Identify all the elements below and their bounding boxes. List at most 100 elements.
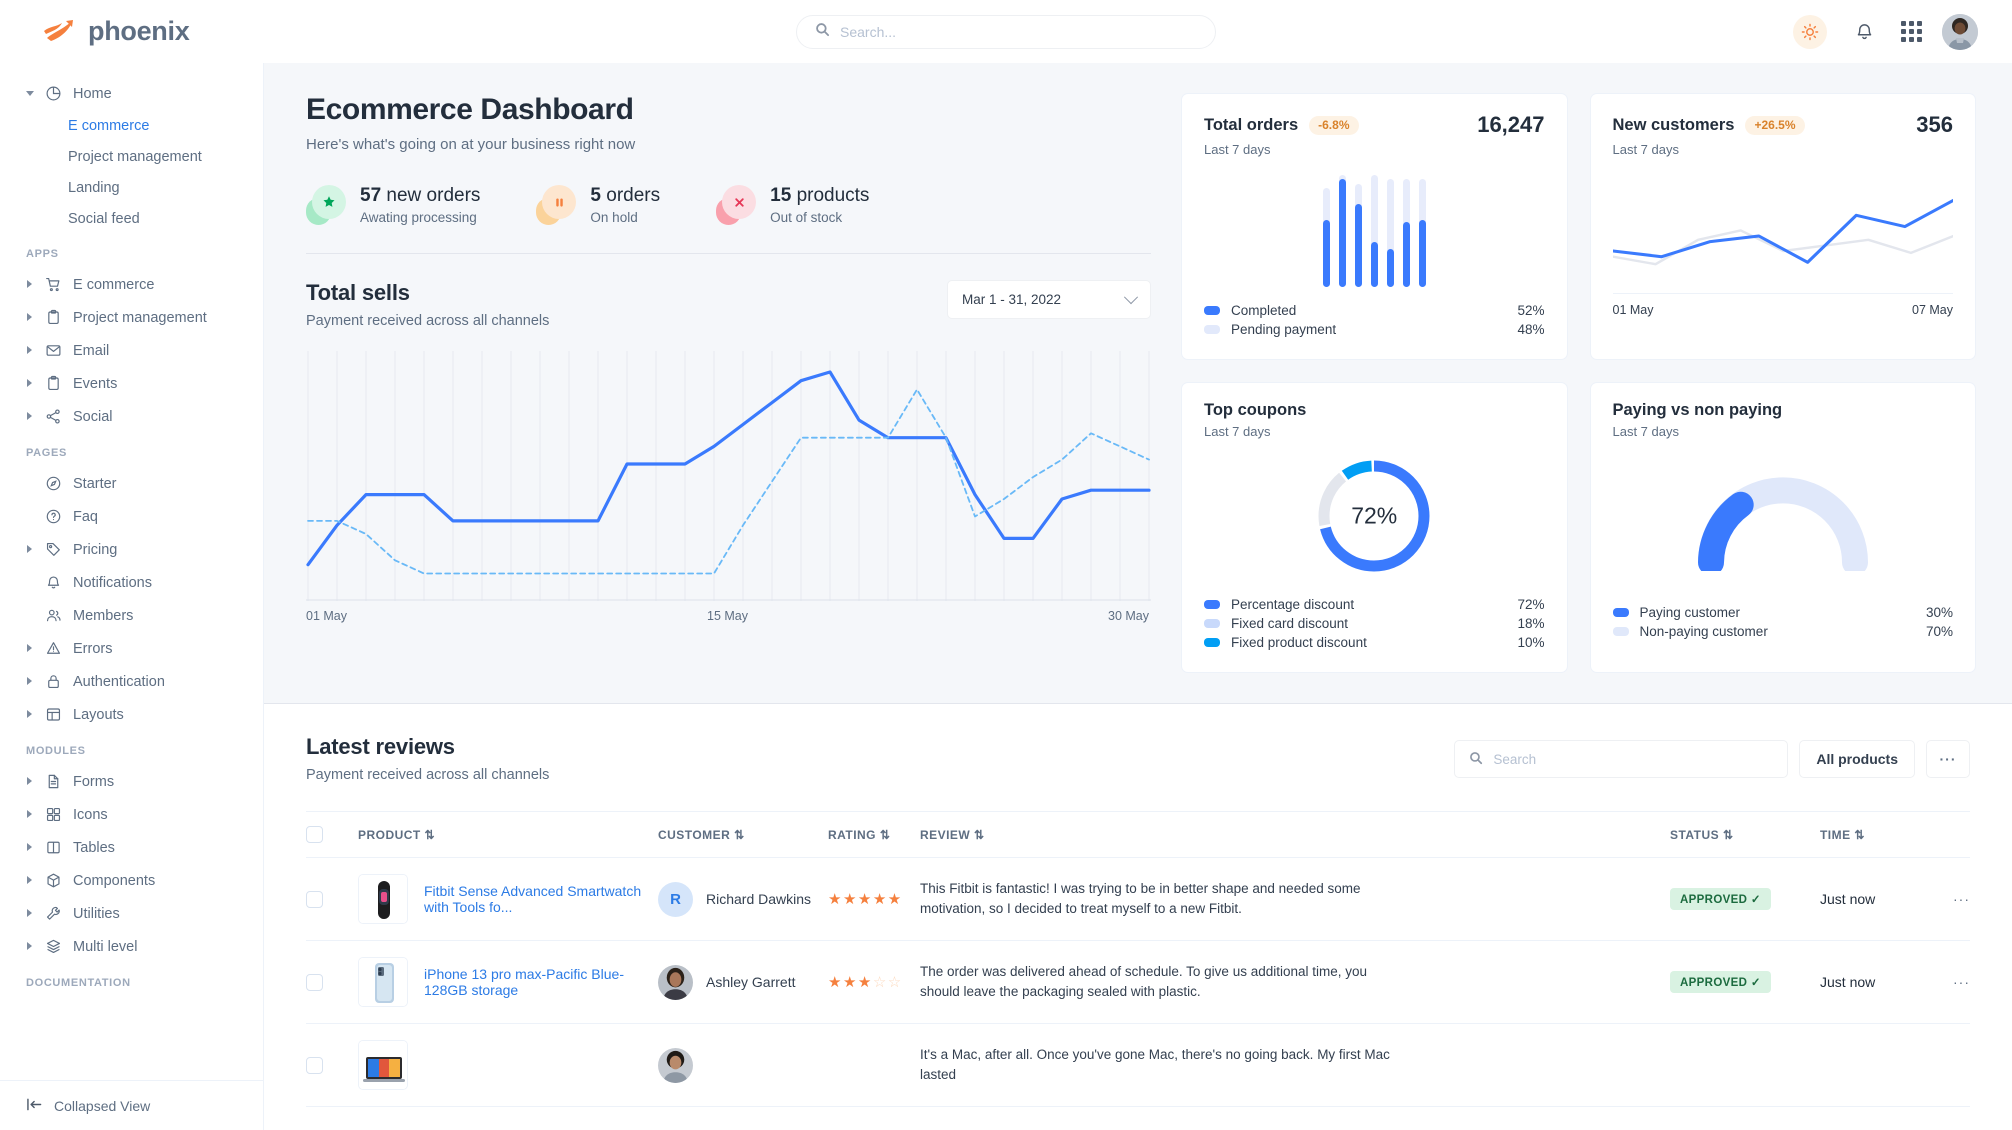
- card-title-text: Top coupons: [1204, 401, 1307, 419]
- brand-name: phoenix: [88, 16, 190, 46]
- sidebar-item-layouts[interactable]: Layouts: [0, 698, 263, 731]
- sidebar-subitem-ecommerce[interactable]: E commerce: [0, 110, 263, 141]
- sort-icon: ⇅: [879, 827, 891, 842]
- sidebar-subitem-project-management[interactable]: Project management: [0, 141, 263, 172]
- sidebar-item-authentication[interactable]: Authentication: [0, 665, 263, 698]
- row-checkbox[interactable]: [306, 890, 323, 908]
- sidebar-section-pages: PAGES: [26, 447, 67, 459]
- reviews-search-input[interactable]: Search: [1454, 740, 1789, 778]
- stat-value-label: orders: [606, 185, 661, 206]
- table-row[interactable]: iPhone 13 pro max-Pacific Blue-128GB sto…: [306, 940, 1970, 1024]
- sidebar-item-members[interactable]: Members: [0, 599, 263, 632]
- reviews-table-body: Fitbit Sense Advanced Smartwatch with To…: [306, 857, 1970, 1107]
- stat-out-of-stock[interactable]: 15 products Out of stock: [716, 185, 869, 225]
- card-title-text: New customers: [1612, 115, 1735, 134]
- reviews-more-button[interactable]: ···: [1926, 740, 1970, 778]
- row-actions-button[interactable]: ···: [1930, 940, 1970, 1024]
- row-select-cell[interactable]: [306, 940, 358, 1024]
- sidebar-item-email[interactable]: Email: [0, 334, 263, 367]
- row-select-cell[interactable]: [306, 1023, 358, 1107]
- bar: [1402, 179, 1410, 287]
- table-row[interactable]: It's a Mac, after all. Once you've gone …: [306, 1023, 1970, 1107]
- chevron-right-icon: [26, 710, 35, 719]
- sidebar-item-notifications[interactable]: Notifications: [0, 566, 263, 599]
- customer-cell: [658, 1023, 828, 1107]
- all-products-button[interactable]: All products: [1799, 740, 1915, 778]
- row-actions-button[interactable]: ···: [1930, 857, 1970, 941]
- sidebar-item-multi-level[interactable]: Multi level: [0, 930, 263, 963]
- sidebar-item-components[interactable]: Components: [0, 864, 263, 897]
- legend-value: 72%: [1517, 597, 1545, 612]
- total-sells-chart: [306, 351, 1151, 601]
- new-customers-line-chart: [1610, 171, 1955, 291]
- no-caret: [26, 479, 35, 488]
- column-time[interactable]: TIME ⇅: [1820, 811, 1930, 858]
- rating-cell: ★★★★★: [828, 857, 920, 941]
- sidebar-item-home[interactable]: Home: [0, 77, 263, 110]
- brand-logo-area[interactable]: phoenix: [24, 16, 264, 47]
- sidebar-item-label: Project management: [73, 309, 207, 326]
- date-range-select[interactable]: Mar 1 - 31, 2022: [947, 280, 1151, 319]
- bar: [1418, 179, 1426, 287]
- rating-stars: ★★★☆☆: [828, 974, 903, 991]
- card-header: New customers +26.5% 356: [1613, 112, 1954, 138]
- chevron-right-icon: [26, 545, 35, 554]
- card-title-text: Paying vs non paying: [1612, 401, 1783, 419]
- product-link[interactable]: Fitbit Sense Advanced Smartwatch with To…: [424, 883, 642, 915]
- sidebar-item-pricing[interactable]: Pricing: [0, 533, 263, 566]
- column-status[interactable]: STATUS ⇅: [1670, 811, 1820, 858]
- column-label: CUSTOMER: [658, 827, 731, 842]
- reviews-subtitle: Payment received across all channels: [306, 767, 550, 783]
- search-input[interactable]: Search...: [796, 14, 1216, 49]
- row-checkbox[interactable]: [306, 1056, 323, 1074]
- product-cell: iPhone 13 pro max-Pacific Blue-128GB sto…: [358, 940, 658, 1024]
- legend-label: Percentage discount: [1231, 597, 1355, 612]
- users-icon: [44, 606, 63, 625]
- avatar: [658, 964, 693, 1000]
- close-x-icon: [716, 185, 757, 225]
- status-cell: APPROVED ✓: [1670, 857, 1820, 941]
- stat-new-orders[interactable]: 57 new orders Awating processing: [306, 185, 480, 225]
- sidebar-item-forms[interactable]: Forms: [0, 765, 263, 798]
- column-customer[interactable]: CUSTOMER ⇅: [658, 811, 828, 858]
- column-product[interactable]: PRODUCT ⇅: [358, 811, 658, 858]
- sidebar-item-e-commerce[interactable]: E commerce: [0, 268, 263, 301]
- row-select-cell[interactable]: [306, 857, 358, 941]
- sidebar-item-icons[interactable]: Icons: [0, 798, 263, 831]
- legend-item: Non-paying customer 70%: [1612, 622, 1953, 641]
- sidebar-item-label: Notifications: [73, 574, 152, 591]
- column-review[interactable]: REVIEW ⇅: [920, 811, 1670, 858]
- sidebar-item-tables[interactable]: Tables: [0, 831, 263, 864]
- select-all-header[interactable]: [306, 811, 358, 858]
- product-link[interactable]: iPhone 13 pro max-Pacific Blue-128GB sto…: [424, 966, 624, 998]
- legend-label: Fixed card discount: [1231, 616, 1349, 631]
- grid-apps-icon[interactable]: [1901, 21, 1922, 42]
- iphone-thumb: [358, 957, 408, 1007]
- row-checkbox[interactable]: [306, 973, 323, 991]
- bell-icon[interactable]: [1847, 15, 1881, 49]
- sidebar-item-label: Starter: [73, 475, 117, 492]
- table-row[interactable]: Fitbit Sense Advanced Smartwatch with To…: [306, 857, 1970, 941]
- sort-icon: ⇅: [1722, 827, 1734, 842]
- sidebar-item-faq[interactable]: Faq: [0, 500, 263, 533]
- user-avatar[interactable]: [1942, 13, 1978, 50]
- sidebar-subitem-landing[interactable]: Landing: [0, 172, 263, 203]
- chevron-right-icon: [26, 876, 35, 885]
- stat-on-hold[interactable]: 5 orders On hold: [536, 185, 660, 225]
- total-sells-title: Total sells: [306, 280, 410, 305]
- column-rating[interactable]: RATING ⇅: [828, 811, 920, 858]
- search-placeholder: Search...: [840, 23, 897, 40]
- collapsed-view-toggle[interactable]: Collapsed View: [0, 1080, 263, 1130]
- sidebar-item-events[interactable]: Events: [0, 367, 263, 400]
- sidebar-item-utilities[interactable]: Utilities: [0, 897, 263, 930]
- reviews-title: Latest reviews: [306, 734, 455, 759]
- sidebar-item-project-management[interactable]: Project management: [0, 301, 263, 334]
- row-actions-button[interactable]: [1930, 1023, 1970, 1107]
- sidebar-item-social[interactable]: Social: [0, 400, 263, 433]
- sun-icon[interactable]: [1793, 14, 1827, 49]
- sidebar-item-errors[interactable]: Errors: [0, 632, 263, 665]
- sidebar-item-starter[interactable]: Starter: [0, 467, 263, 500]
- sidebar-subitem-social-feed[interactable]: Social feed: [0, 203, 263, 234]
- select-all-checkbox[interactable]: [306, 826, 323, 843]
